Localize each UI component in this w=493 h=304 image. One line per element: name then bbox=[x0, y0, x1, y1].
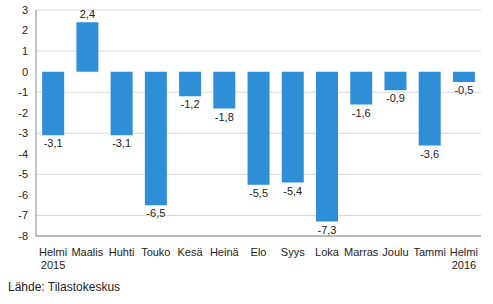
svg-text:-0,5: -0,5 bbox=[454, 84, 473, 96]
svg-text:-7,3: -7,3 bbox=[318, 224, 337, 236]
svg-text:-1: -1 bbox=[18, 86, 28, 98]
svg-text:-4: -4 bbox=[18, 148, 28, 160]
svg-text:Loka: Loka bbox=[315, 246, 340, 258]
svg-text:-3: -3 bbox=[18, 127, 28, 139]
svg-text:-1,6: -1,6 bbox=[352, 107, 371, 119]
svg-text:Heinä: Heinä bbox=[210, 246, 240, 258]
svg-text:Helmi2015: Helmi2015 bbox=[39, 246, 67, 271]
svg-text:Helmi2016: Helmi2016 bbox=[450, 246, 478, 271]
svg-text:2,4: 2,4 bbox=[80, 8, 95, 20]
svg-text:-6,5: -6,5 bbox=[146, 207, 165, 219]
svg-text:Kesä: Kesä bbox=[177, 246, 203, 258]
svg-text:-8: -8 bbox=[18, 230, 28, 242]
svg-text:-3,1: -3,1 bbox=[112, 137, 131, 149]
html-text:Lähde: Tilastokeskus: Lähde: Tilastokeskus bbox=[8, 280, 121, 294]
svg-text:-6: -6 bbox=[18, 189, 28, 201]
svg-text:2: 2 bbox=[22, 24, 28, 36]
svg-text:-1,8: -1,8 bbox=[215, 111, 234, 123]
svg-text:-5: -5 bbox=[18, 168, 28, 180]
svg-text:0: 0 bbox=[22, 66, 28, 78]
svg-text:Huhti: Huhti bbox=[109, 246, 135, 258]
svg-text:Elo: Elo bbox=[251, 246, 267, 258]
svg-text:-5,4: -5,4 bbox=[283, 185, 302, 197]
svg-text:Tammi: Tammi bbox=[413, 246, 445, 258]
svg-text:-0,9: -0,9 bbox=[386, 92, 405, 104]
svg-text:1: 1 bbox=[22, 45, 28, 57]
svg-text:Joulu: Joulu bbox=[382, 246, 408, 258]
svg-text:Marras: Marras bbox=[344, 246, 379, 258]
svg-text:Touko: Touko bbox=[141, 246, 170, 258]
svg-text:3: 3 bbox=[22, 4, 28, 16]
svg-text:-1,2: -1,2 bbox=[181, 98, 200, 110]
svg-text:Syys: Syys bbox=[281, 246, 305, 258]
svg-text:-3,6: -3,6 bbox=[420, 148, 439, 160]
svg-text:Maalis: Maalis bbox=[71, 246, 103, 258]
svg-text:-5,5: -5,5 bbox=[249, 187, 268, 199]
svg-text:-7: -7 bbox=[18, 209, 28, 221]
svg-text:-2: -2 bbox=[18, 107, 28, 119]
svg-text:-3,1: -3,1 bbox=[44, 137, 63, 149]
